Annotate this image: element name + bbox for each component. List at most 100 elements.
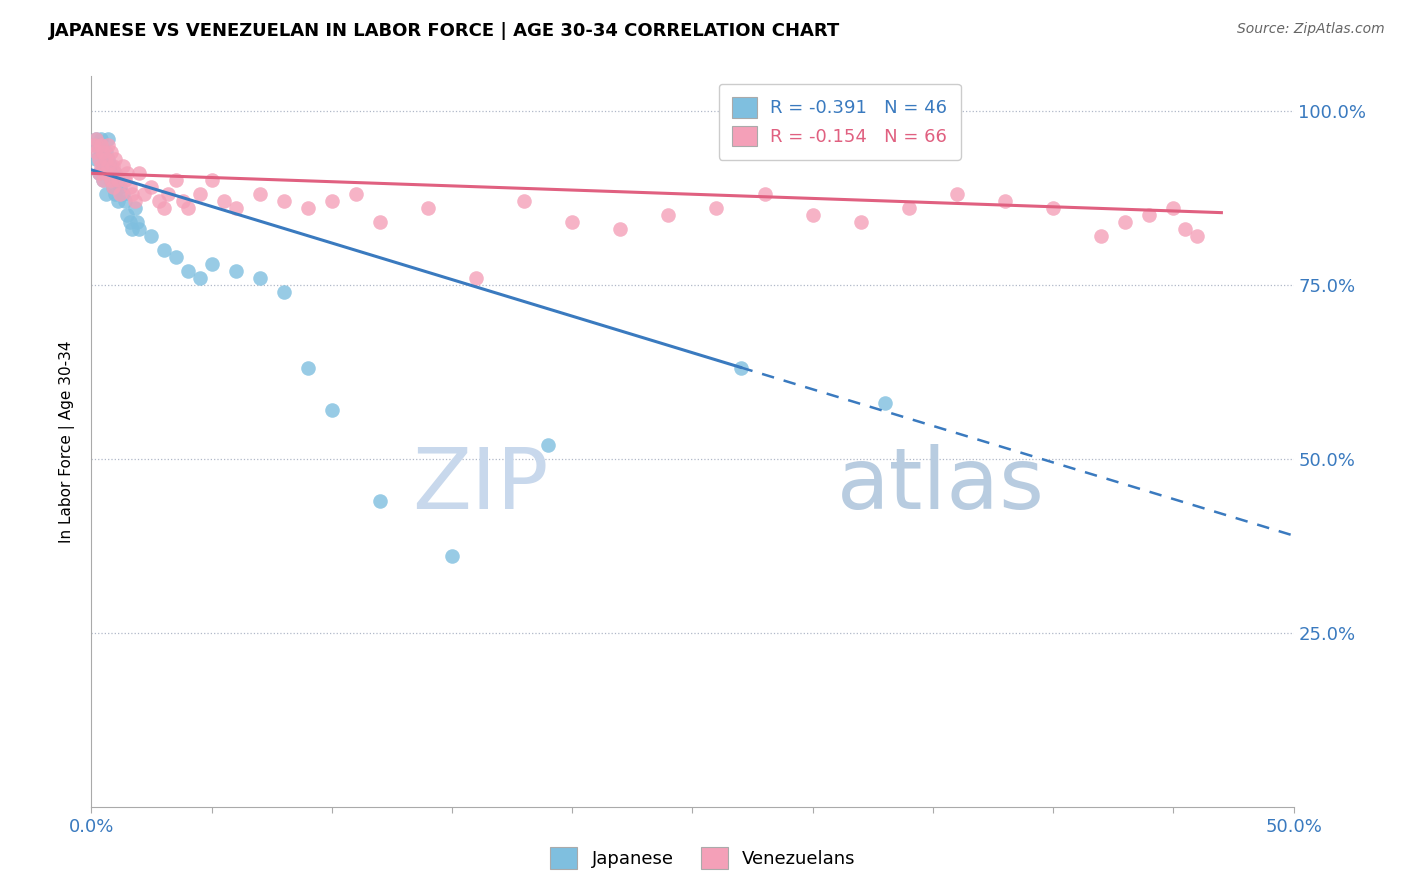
Point — [84, 131, 107, 145]
Point — [87, 166, 110, 180]
Legend: R = -0.391   N = 46, R = -0.154   N = 66: R = -0.391 N = 46, R = -0.154 N = 66 — [718, 84, 960, 160]
Point — [93, 160, 115, 174]
Point — [212, 194, 235, 209]
Point — [100, 160, 122, 174]
Y-axis label: In Labor Force | Age 30-34: In Labor Force | Age 30-34 — [59, 340, 76, 543]
Point — [90, 138, 112, 153]
Point — [176, 201, 198, 215]
Point — [93, 173, 115, 187]
Point — [465, 270, 488, 285]
Point — [201, 173, 224, 187]
Legend: Japanese, Venezuelans: Japanese, Venezuelans — [541, 838, 865, 879]
Point — [801, 208, 824, 222]
Point — [94, 145, 117, 160]
Point — [897, 201, 920, 215]
Point — [561, 215, 583, 229]
Point — [97, 138, 120, 153]
Point — [121, 222, 143, 236]
Point — [94, 166, 117, 180]
Point — [94, 153, 117, 167]
Point — [754, 187, 776, 202]
Point — [100, 173, 122, 187]
Point — [94, 166, 117, 180]
Point — [100, 145, 122, 160]
Point — [141, 180, 163, 194]
Point — [946, 187, 969, 202]
Point — [1161, 201, 1184, 215]
Point — [114, 173, 136, 187]
Point — [657, 208, 679, 222]
Point — [84, 153, 107, 167]
Point — [297, 361, 319, 376]
Point — [93, 145, 115, 160]
Point — [440, 549, 463, 564]
Text: ZIP: ZIP — [412, 444, 548, 527]
Point — [83, 138, 105, 153]
Point — [128, 166, 150, 180]
Point — [83, 138, 105, 153]
Point — [148, 194, 170, 209]
Point — [1137, 208, 1160, 222]
Point — [321, 194, 343, 209]
Point — [111, 160, 134, 174]
Point — [249, 270, 271, 285]
Point — [730, 361, 752, 376]
Point — [225, 264, 247, 278]
Point — [93, 173, 115, 187]
Point — [90, 160, 112, 174]
Point — [873, 396, 896, 410]
Point — [111, 187, 134, 202]
Point — [1174, 222, 1197, 236]
Point — [273, 285, 295, 299]
Point — [101, 160, 124, 174]
Point — [172, 194, 194, 209]
Point — [104, 166, 127, 180]
Point — [121, 187, 143, 202]
Point — [118, 215, 141, 229]
Point — [176, 264, 198, 278]
Point — [87, 153, 110, 167]
Point — [513, 194, 536, 209]
Point — [134, 187, 156, 202]
Point — [107, 194, 129, 209]
Point — [117, 208, 139, 222]
Text: Source: ZipAtlas.com: Source: ZipAtlas.com — [1237, 22, 1385, 37]
Text: JAPANESE VS VENEZUELAN IN LABOR FORCE | AGE 30-34 CORRELATION CHART: JAPANESE VS VENEZUELAN IN LABOR FORCE | … — [49, 22, 841, 40]
Point — [706, 201, 728, 215]
Point — [128, 222, 150, 236]
Point — [188, 187, 211, 202]
Point — [537, 438, 560, 452]
Point — [344, 187, 367, 202]
Point — [157, 187, 180, 202]
Point — [97, 160, 120, 174]
Point — [107, 173, 129, 187]
Point — [152, 243, 174, 257]
Point — [249, 187, 271, 202]
Point — [1042, 201, 1064, 215]
Point — [416, 201, 439, 215]
Point — [225, 201, 247, 215]
Point — [165, 173, 187, 187]
Point — [609, 222, 631, 236]
Point — [101, 180, 124, 194]
Point — [368, 493, 391, 508]
Point — [152, 201, 174, 215]
Point — [114, 194, 136, 209]
Point — [107, 173, 129, 187]
Point — [117, 166, 139, 180]
Point — [84, 131, 107, 145]
Point — [104, 153, 127, 167]
Point — [165, 250, 187, 264]
Text: atlas: atlas — [837, 444, 1045, 527]
Point — [188, 270, 211, 285]
Point — [101, 180, 124, 194]
Point — [1090, 229, 1112, 244]
Point — [87, 166, 110, 180]
Point — [84, 145, 107, 160]
Point — [1114, 215, 1136, 229]
Point — [90, 145, 112, 160]
Point — [110, 187, 132, 202]
Point — [125, 215, 148, 229]
Point — [104, 166, 127, 180]
Point — [124, 194, 146, 209]
